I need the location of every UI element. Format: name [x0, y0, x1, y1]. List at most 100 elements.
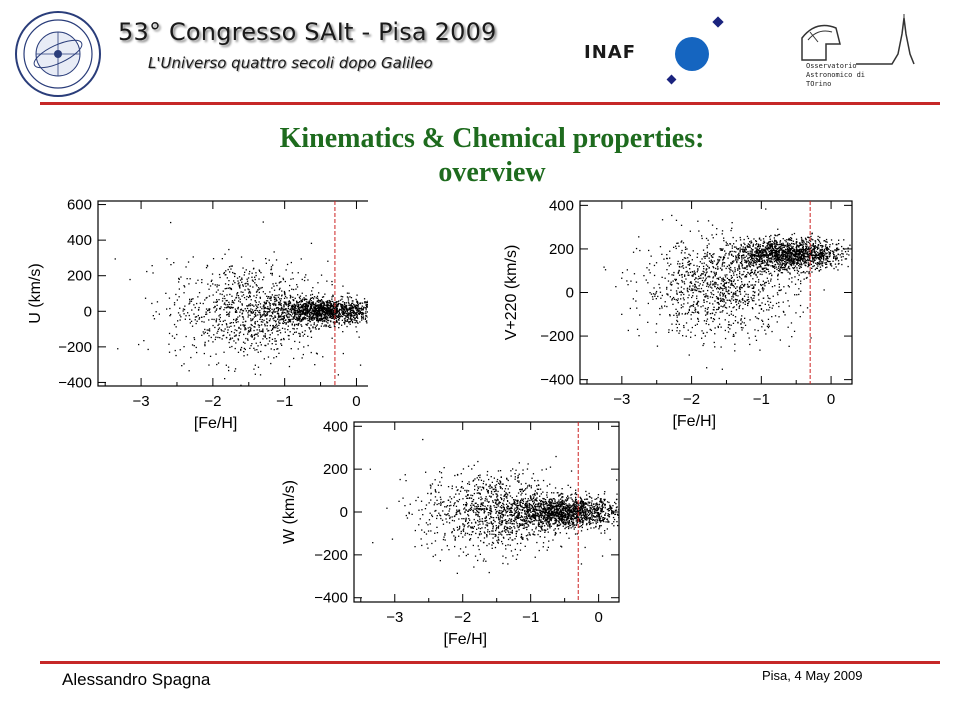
data-point — [356, 312, 358, 314]
data-point — [808, 271, 810, 273]
data-point — [685, 322, 688, 324]
data-point — [800, 258, 802, 260]
data-point — [319, 311, 321, 314]
data-point — [664, 305, 666, 307]
data-point — [820, 261, 822, 263]
data-point — [291, 323, 293, 325]
data-point — [715, 311, 717, 314]
data-point — [682, 306, 684, 308]
data-point — [706, 285, 708, 287]
data-point — [755, 260, 757, 262]
data-point — [229, 337, 232, 339]
data-point — [813, 248, 815, 250]
data-point — [841, 259, 843, 261]
data-point — [275, 327, 277, 329]
data-point — [280, 315, 282, 317]
data-point — [262, 338, 264, 340]
data-point — [826, 260, 829, 262]
data-point — [757, 266, 760, 268]
data-point — [264, 344, 266, 347]
data-point — [784, 265, 787, 267]
data-point — [259, 341, 261, 344]
data-point — [751, 253, 753, 255]
data-point — [297, 315, 300, 317]
data-point — [206, 329, 208, 331]
data-point — [269, 305, 271, 307]
data-point — [304, 276, 306, 278]
data-point — [793, 262, 795, 264]
data-point — [829, 260, 831, 263]
data-point — [232, 322, 234, 324]
data-point — [722, 293, 724, 295]
data-point — [365, 307, 367, 309]
data-point — [300, 309, 302, 312]
data-point — [342, 312, 345, 314]
data-point — [684, 248, 687, 250]
data-point — [793, 260, 795, 262]
data-point — [302, 319, 304, 321]
data-point — [252, 260, 254, 262]
data-point — [296, 300, 298, 302]
data-point — [740, 243, 742, 246]
data-point — [277, 318, 279, 320]
data-point — [823, 255, 825, 257]
data-point — [315, 325, 317, 327]
data-point — [313, 317, 315, 319]
data-point — [234, 368, 237, 370]
data-point — [338, 300, 340, 302]
data-point — [739, 251, 741, 253]
data-point — [357, 310, 359, 312]
data-point — [269, 303, 271, 305]
data-point — [230, 338, 232, 340]
data-point — [279, 301, 281, 303]
data-point — [721, 311, 723, 313]
data-point — [342, 314, 345, 316]
data-point — [723, 292, 725, 295]
data-point — [273, 317, 275, 319]
data-point — [321, 309, 324, 311]
data-point — [720, 283, 722, 285]
data-point — [738, 252, 740, 254]
data-point — [765, 253, 767, 255]
data-point — [216, 332, 218, 334]
data-point — [253, 338, 255, 340]
data-point — [258, 311, 260, 313]
data-point — [706, 331, 708, 334]
data-point — [818, 247, 820, 249]
data-point — [856, 259, 857, 260]
data-point — [681, 279, 683, 282]
data-point — [264, 333, 266, 335]
data-point — [190, 356, 192, 359]
data-point — [842, 255, 844, 258]
data-point — [311, 293, 314, 296]
data-point — [359, 321, 361, 323]
data-point — [325, 307, 327, 309]
data-point — [289, 301, 291, 303]
data-point — [800, 272, 802, 274]
data-point — [748, 254, 750, 256]
data-point — [833, 251, 835, 253]
data-point — [736, 261, 738, 264]
data-point — [226, 277, 228, 279]
data-point — [723, 304, 726, 306]
data-point — [326, 312, 328, 315]
data-point — [219, 308, 222, 310]
data-point — [284, 331, 286, 333]
data-point — [347, 312, 349, 314]
data-point — [224, 297, 226, 300]
data-point — [771, 252, 773, 254]
data-point — [781, 250, 783, 252]
data-point — [822, 250, 824, 252]
data-point — [722, 258, 725, 260]
data-point — [835, 255, 838, 257]
data-point — [744, 266, 746, 269]
data-point — [756, 276, 758, 278]
data-point — [734, 298, 737, 301]
data-point — [337, 305, 339, 308]
data-point — [325, 310, 327, 312]
data-point — [356, 309, 358, 311]
data-point — [173, 262, 175, 264]
data-point — [701, 279, 704, 282]
data-point — [788, 243, 791, 245]
data-point — [233, 280, 235, 282]
